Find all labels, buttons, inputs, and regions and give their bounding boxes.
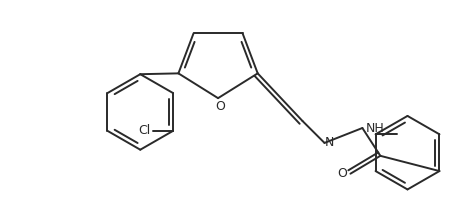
- Text: N: N: [324, 136, 333, 149]
- Text: Cl: Cl: [138, 124, 150, 137]
- Text: O: O: [337, 167, 347, 180]
- Text: O: O: [215, 100, 225, 113]
- Text: NH: NH: [365, 122, 383, 134]
